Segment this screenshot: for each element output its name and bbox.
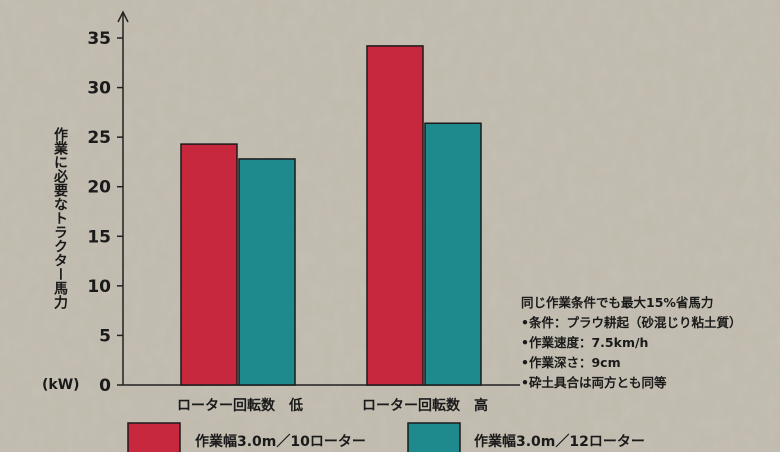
legend-label-series-1: 作業幅3.0m／10ローター bbox=[195, 433, 366, 450]
y-tick-label: 35 bbox=[87, 29, 111, 49]
annotation-line: •条件：プラウ耕起（砂混じり粘土質） bbox=[521, 315, 742, 330]
y-tick-label: 15 bbox=[87, 227, 111, 247]
y-axis-arrow bbox=[117, 10, 129, 23]
y-axis-label: 作業に必要なトラクター馬力 bbox=[52, 126, 69, 310]
y-tick-label: 30 bbox=[87, 79, 111, 99]
y-axis-unit: (kW) bbox=[42, 377, 80, 393]
legend-swatch-series-2 bbox=[407, 422, 461, 452]
bar-2-series-2 bbox=[424, 122, 482, 386]
y-axis-title: 作業に必要なトラクター馬力 bbox=[52, 126, 69, 310]
x-category-label: ローター回転数 低 bbox=[177, 397, 303, 414]
y-tick-label: 5 bbox=[99, 326, 111, 346]
y-tick-label: 20 bbox=[87, 178, 111, 198]
legend-swatch-series-1 bbox=[127, 422, 181, 452]
x-category-label: ローター回転数 高 bbox=[362, 397, 488, 414]
legend: 作業幅3.0m／10ローター 作業幅3.0m／12ローター bbox=[127, 422, 645, 452]
annotation-headline: 同じ作業条件でも最大15%省馬力 bbox=[521, 295, 713, 310]
annotation-block: 同じ作業条件でも最大15%省馬力 •条件：プラウ耕起（砂混じり粘土質） •作業速度：… bbox=[521, 295, 742, 390]
annotation-line: •作業速度：7.5km/h bbox=[521, 335, 648, 350]
bar-2-series-1 bbox=[366, 45, 424, 386]
bar-1-series-2 bbox=[238, 158, 296, 386]
y-tick-label: 10 bbox=[87, 277, 111, 297]
legend-label-series-2: 作業幅3.0m／12ローター bbox=[474, 433, 645, 450]
y-tick-label: 0 bbox=[99, 376, 111, 396]
bar-1-series-1 bbox=[180, 143, 238, 386]
annotation-line: •砕土具合は両方とも同等 bbox=[521, 375, 667, 390]
annotation-line: •作業深さ：9cm bbox=[521, 355, 621, 370]
y-tick-label: 25 bbox=[87, 128, 111, 148]
